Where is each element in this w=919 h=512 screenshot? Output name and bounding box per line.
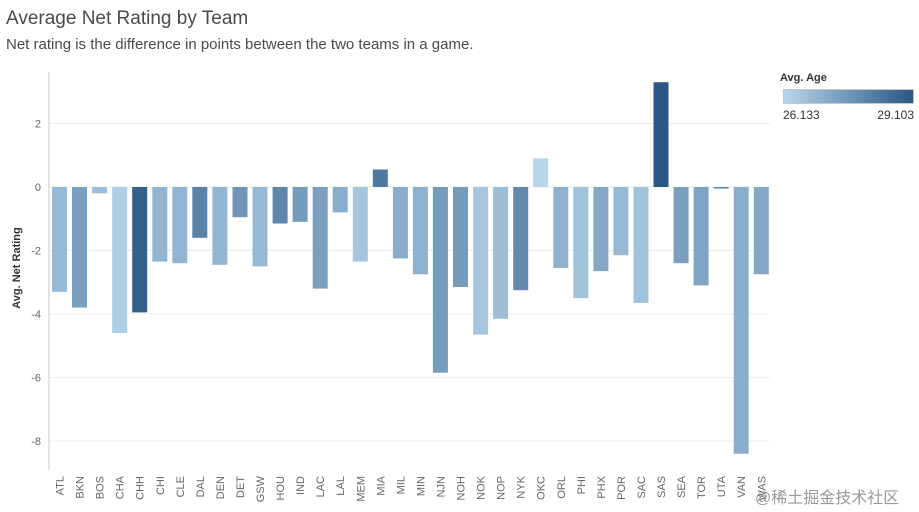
y-tick-label: -4 [31,309,41,321]
x-tick-label: NYK [516,475,528,498]
x-tick-label: MIA [375,475,387,495]
bar-tor[interactable] [693,187,709,286]
x-tick-label: CHA [115,475,127,499]
bar-gsw[interactable] [252,187,268,267]
bar-njn[interactable] [432,187,448,373]
bar-bos[interactable] [92,187,108,194]
bar-ind[interactable] [292,187,308,222]
x-tick-label: CHI [155,476,167,495]
x-tick-label: ORL [556,476,568,499]
x-tick-label: SAC [636,476,648,499]
legend-max-label: 29.103 [877,108,914,122]
x-tick-label: DET [235,476,247,498]
x-tick-label: CLE [175,476,187,497]
bar-sac[interactable] [633,187,649,303]
x-tick-label: PHX [596,475,608,498]
x-tick-labels: ATL BKN BOS CHA CHH CHI CLE DAL DEN DET GSW HOU IND L… [55,475,769,502]
x-tick-label: NOP [496,476,508,500]
bar-cha[interactable] [112,187,128,333]
y-tick-label: -2 [31,246,41,258]
bar-det[interactable] [232,187,248,218]
watermark: @稀土掘金技术社区 [755,490,900,507]
y-tick-label: -6 [31,373,41,385]
bar-bkn[interactable] [72,187,87,308]
x-tick-label: LAL [335,476,347,496]
bar-por[interactable] [613,187,629,256]
bar-mil[interactable] [392,187,408,259]
bar-phi[interactable] [573,187,589,299]
bar-nok[interactable] [473,187,489,335]
x-tick-label: ATL [55,476,67,495]
x-tick-label: BOS [95,476,107,499]
bar-den[interactable] [212,187,228,265]
bar-van[interactable] [733,187,749,454]
gridlines [49,123,770,442]
bar-sea[interactable] [673,187,689,264]
bar-cle[interactable] [172,187,188,264]
bar-nop[interactable] [493,187,509,319]
bar-lal[interactable] [332,187,348,213]
legend-min-label: 26.133 [783,108,820,122]
y-axis-label: Avg. Net Rating [11,227,23,309]
chart-title: Average Net Rating by Team [6,8,249,29]
x-tick-label: POR [616,476,628,500]
bar-uta[interactable] [713,187,729,189]
x-tick-label: GSW [255,475,267,502]
x-tick-label: BKN [75,476,87,499]
y-tick-label: 0 [35,182,41,194]
bar-min[interactable] [412,187,428,275]
x-tick-label: SAS [656,476,668,498]
x-tick-label: PHI [576,476,588,494]
x-tick-label: NOH [456,476,468,501]
chart-subtitle: Net rating is the difference in points b… [6,36,474,53]
bar-hou[interactable] [272,187,288,224]
x-tick-label: TOR [696,476,708,499]
x-tick-label: DAL [195,476,207,497]
bar-chh[interactable] [132,187,148,313]
bar-mia[interactable] [372,169,388,188]
x-tick-label: VAN [736,476,748,498]
bar-sas[interactable] [653,82,669,187]
bar-noh[interactable] [453,187,468,287]
x-tick-label: MIN [415,476,427,496]
x-tick-label: OKC [536,476,548,500]
x-tick-label: IND [295,476,307,495]
bar-dal[interactable] [192,187,208,238]
x-tick-label: CHH [135,476,147,500]
x-tick-label: WAS [756,476,768,501]
x-tick-label: HOU [275,476,287,501]
x-tick-label: MEM [355,476,367,502]
bars [52,82,769,454]
bar-orl[interactable] [553,187,569,268]
bar-atl[interactable] [52,187,67,292]
bar-phx[interactable] [593,187,609,272]
legend-color-gradient [783,89,914,104]
x-tick-label: MIL [395,476,407,494]
x-tick-label: LAC [315,476,327,497]
bar-okc[interactable] [533,158,549,187]
x-tick-label: UTA [716,475,728,497]
y-tick-labels: 2 0 -2 -4 -6 -8 [31,119,41,449]
legend-title: Avg. Age [780,72,827,84]
bar-lac[interactable] [312,187,328,289]
x-tick-label: NOK [476,475,488,500]
bar-mem[interactable] [352,187,368,262]
y-tick-label: -8 [31,436,41,448]
x-tick-label: DEN [215,476,227,499]
bar-was[interactable] [753,187,769,275]
bar-chi[interactable] [152,187,168,262]
y-tick-label: 2 [35,119,41,131]
bar-nyk[interactable] [513,187,529,291]
x-tick-label: NJN [435,476,447,497]
x-tick-label: SEA [676,475,688,498]
